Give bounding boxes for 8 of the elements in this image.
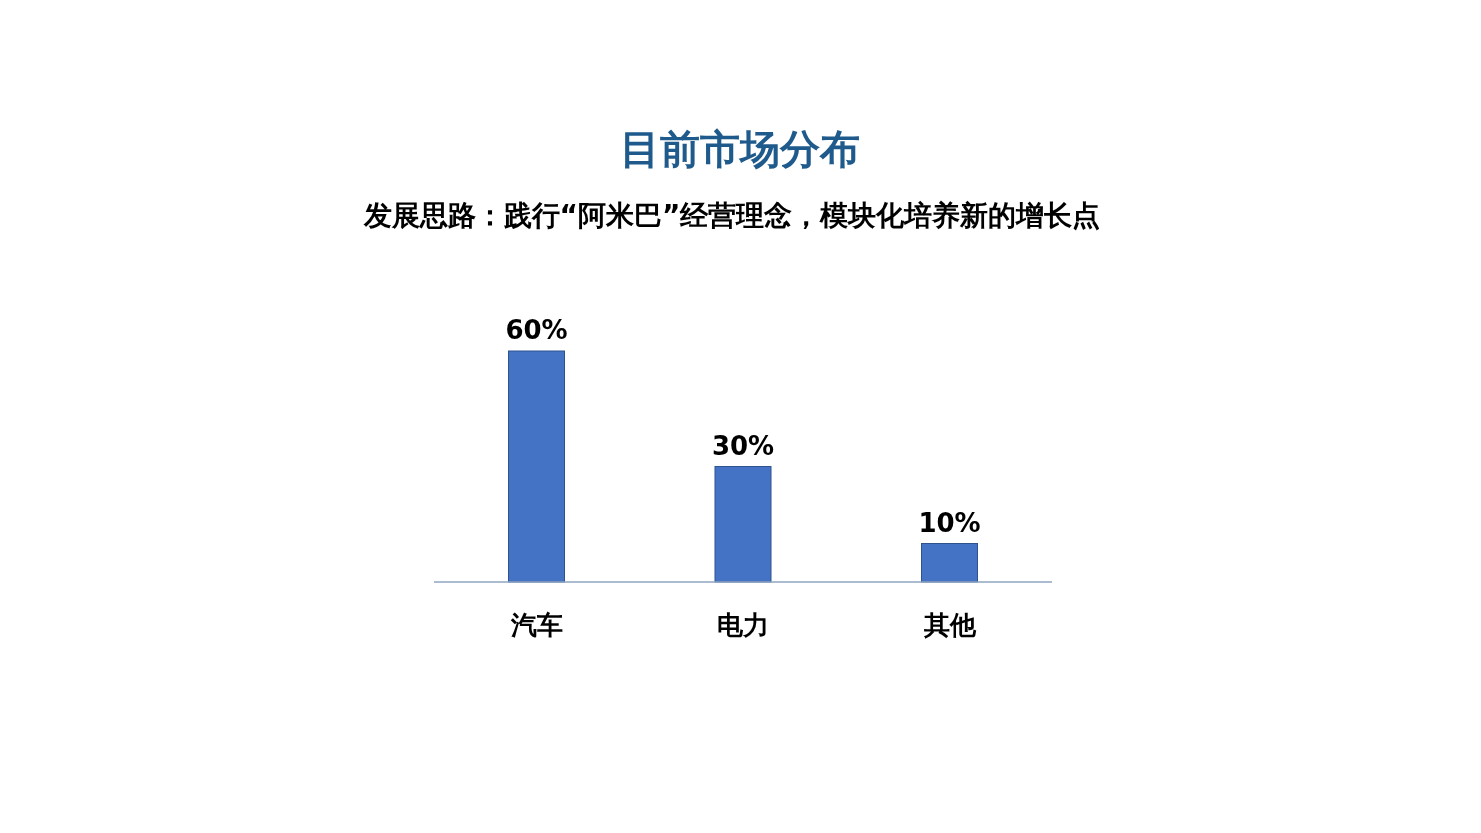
x-tick-label: 其他 — [922, 610, 977, 640]
x-tick-label: 汽车 — [509, 610, 563, 640]
x-tick-label: 电力 — [717, 610, 769, 640]
data-label: 10% — [918, 507, 981, 538]
chart-title: 目前市场分布 — [620, 126, 860, 172]
data-label: 60% — [505, 315, 568, 345]
data-label: 30% — [711, 430, 775, 461]
chart-subtitle: 发展思路：践行“阿米巴”经营理念，模块化培养新的增长点 — [362, 199, 1101, 232]
